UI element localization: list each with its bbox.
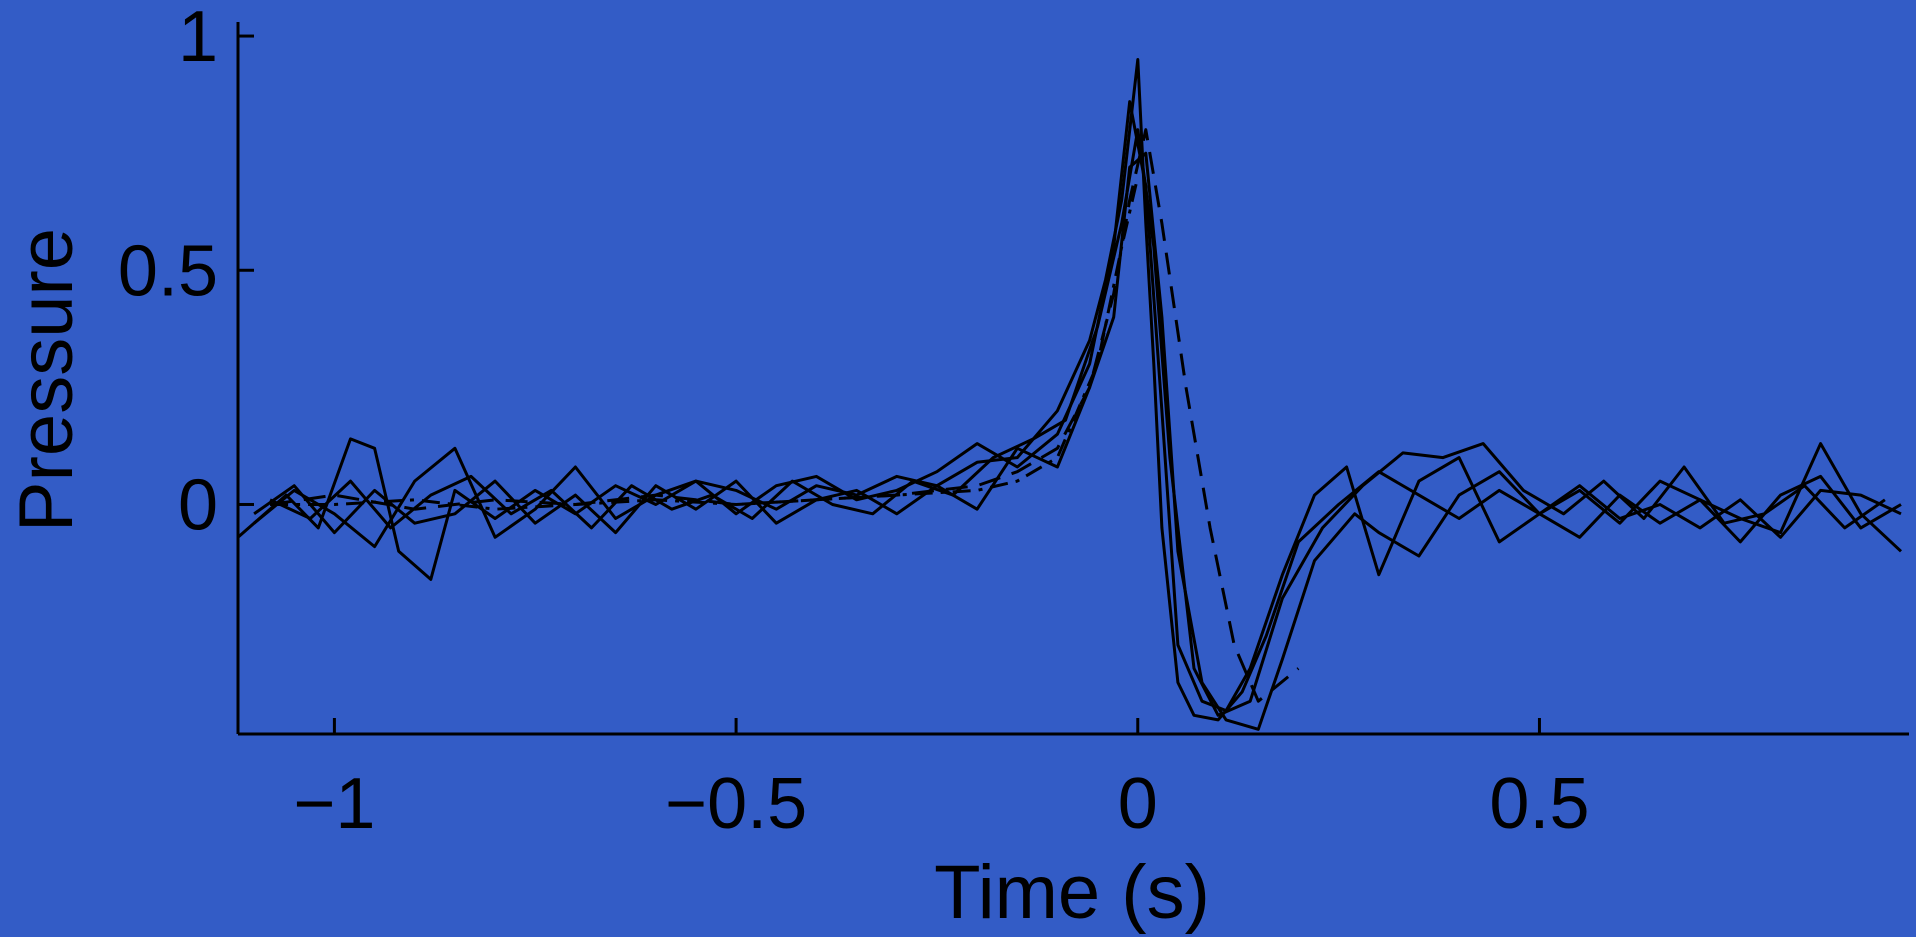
series-line-2 xyxy=(253,100,1902,713)
series-line-4 xyxy=(269,128,1886,717)
x-ticks: −1 −0.5 0 0.5 xyxy=(293,718,1589,844)
y-axis-label: Pressure xyxy=(4,228,89,532)
x-tick-label: 0.5 xyxy=(1489,764,1589,844)
x-axis-label: Time (s) xyxy=(934,850,1210,935)
y-ticks: 00.51 xyxy=(118,0,254,545)
axes-layer xyxy=(236,22,1909,736)
x-tick-label: −1 xyxy=(293,764,375,844)
x-tick-label: −0.5 xyxy=(665,764,807,844)
x-tick-label: 0 xyxy=(1118,764,1158,844)
series-line-5 xyxy=(269,128,1300,703)
y-tick-label: 0.5 xyxy=(118,231,218,311)
series-layer xyxy=(237,58,1903,731)
y-tick-label: 0 xyxy=(178,465,218,545)
y-tick-label: 1 xyxy=(178,0,218,77)
series-line-6 xyxy=(270,176,1140,511)
